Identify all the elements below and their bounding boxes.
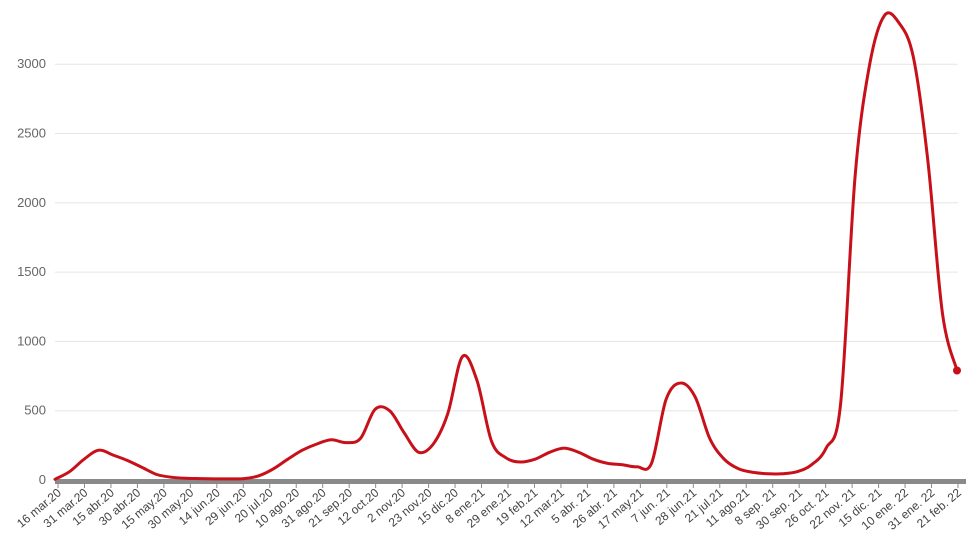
series-end-point bbox=[953, 366, 961, 375]
y-tick-label: 3000 bbox=[17, 56, 46, 71]
y-tick-label: 1500 bbox=[17, 264, 46, 279]
y-axis-ticks: 0 500 1000 1500 2000 2500 3000 bbox=[17, 56, 46, 487]
y-tick-label: 500 bbox=[24, 403, 46, 418]
x-axis-line bbox=[55, 479, 966, 484]
gridlines bbox=[55, 63, 958, 412]
y-tick-label: 1000 bbox=[17, 333, 46, 348]
series-layer bbox=[53, 11, 961, 481]
series-line bbox=[53, 11, 959, 481]
y-tick-label: 2000 bbox=[17, 195, 46, 210]
y-tick-label: 0 bbox=[39, 472, 46, 487]
y-tick-label: 2500 bbox=[17, 126, 46, 141]
